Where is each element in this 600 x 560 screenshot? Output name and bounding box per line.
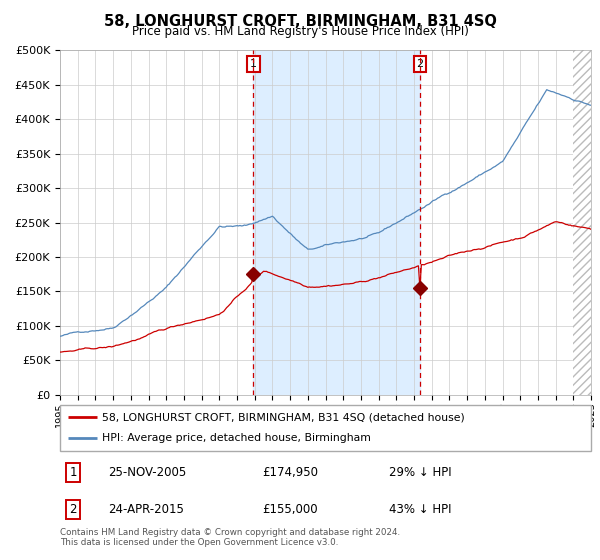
Text: 58, LONGHURST CROFT, BIRMINGHAM, B31 4SQ (detached house): 58, LONGHURST CROFT, BIRMINGHAM, B31 4SQ… bbox=[103, 412, 465, 422]
Text: 58, LONGHURST CROFT, BIRMINGHAM, B31 4SQ: 58, LONGHURST CROFT, BIRMINGHAM, B31 4SQ bbox=[104, 14, 496, 29]
Text: £155,000: £155,000 bbox=[262, 503, 317, 516]
Polygon shape bbox=[573, 50, 591, 395]
Text: 29% ↓ HPI: 29% ↓ HPI bbox=[389, 466, 452, 479]
Text: £174,950: £174,950 bbox=[262, 466, 318, 479]
Text: HPI: Average price, detached house, Birmingham: HPI: Average price, detached house, Birm… bbox=[103, 433, 371, 444]
FancyBboxPatch shape bbox=[60, 405, 591, 451]
Text: 2: 2 bbox=[416, 59, 424, 69]
Text: 1: 1 bbox=[70, 466, 77, 479]
Text: 43% ↓ HPI: 43% ↓ HPI bbox=[389, 503, 452, 516]
Text: 25-NOV-2005: 25-NOV-2005 bbox=[108, 466, 186, 479]
Bar bbox=[253, 50, 420, 395]
Text: Price paid vs. HM Land Registry's House Price Index (HPI): Price paid vs. HM Land Registry's House … bbox=[131, 25, 469, 38]
Text: 24-APR-2015: 24-APR-2015 bbox=[108, 503, 184, 516]
Text: Contains HM Land Registry data © Crown copyright and database right 2024.
This d: Contains HM Land Registry data © Crown c… bbox=[60, 528, 400, 547]
Text: 1: 1 bbox=[250, 59, 257, 69]
Text: 2: 2 bbox=[70, 503, 77, 516]
